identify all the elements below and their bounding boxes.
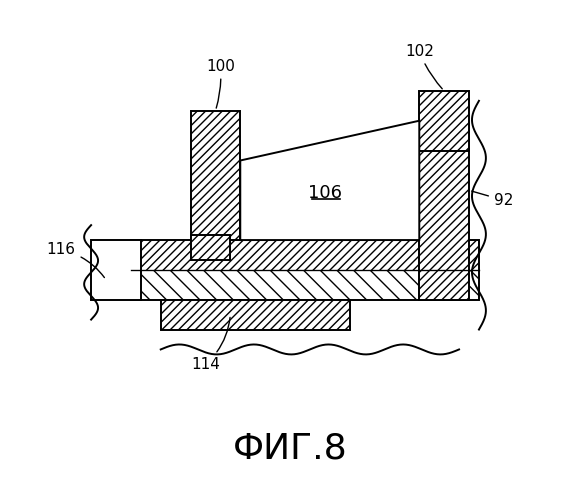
Polygon shape	[240, 120, 419, 240]
Bar	[191, 111, 240, 240]
Text: 100: 100	[206, 58, 235, 108]
Text: ФИГ.8: ФИГ.8	[233, 432, 347, 466]
Bar	[91, 240, 141, 300]
Bar	[131, 270, 479, 300]
Bar	[419, 91, 469, 150]
Bar	[419, 120, 469, 300]
Bar	[191, 235, 230, 260]
Bar	[161, 300, 350, 330]
Text: 106: 106	[308, 184, 342, 202]
Text: 116: 116	[47, 242, 104, 278]
Bar	[419, 120, 469, 300]
Text: 92: 92	[472, 191, 513, 208]
Text: 114: 114	[191, 318, 230, 372]
Bar	[191, 235, 230, 260]
Bar	[419, 91, 469, 150]
Bar	[131, 240, 479, 270]
Bar	[191, 111, 240, 240]
Bar	[131, 240, 479, 300]
Bar	[161, 300, 350, 330]
Text: 102: 102	[405, 44, 443, 89]
